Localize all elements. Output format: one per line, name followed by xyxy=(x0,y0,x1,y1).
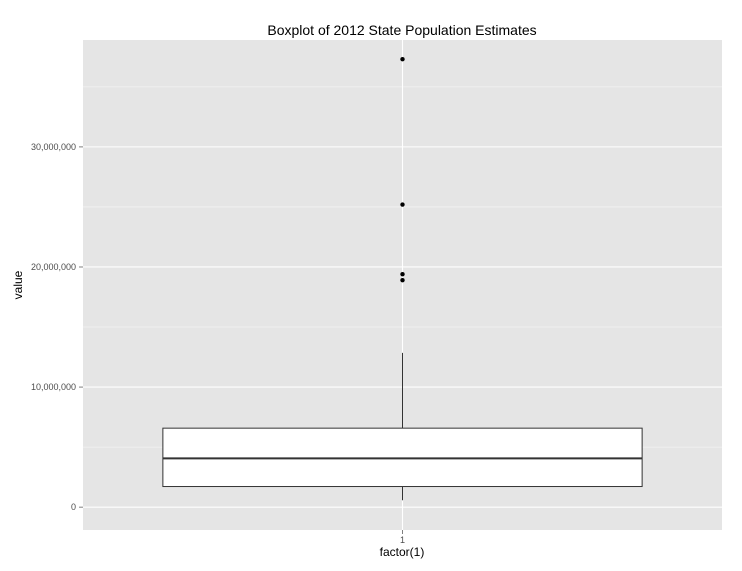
y-axis: 0 10,000,000 20,000,000 30,000,000 xyxy=(31,142,83,512)
y-tick-label: 10,000,000 xyxy=(31,382,76,392)
interquartile-box xyxy=(162,427,643,488)
outlier-point xyxy=(400,271,405,277)
y-axis-title: value xyxy=(11,270,25,299)
y-tick-label: 30,000,000 xyxy=(31,142,76,152)
x-tick-label: 1 xyxy=(400,535,405,545)
x-axis: 1 xyxy=(400,530,405,545)
y-tick-label: 0 xyxy=(71,502,76,512)
boxplot-series xyxy=(162,57,643,501)
chart-title: Boxplot of 2012 State Population Estimat… xyxy=(267,22,536,38)
x-axis-title: factor(1) xyxy=(380,545,425,559)
outlier-point xyxy=(400,277,405,283)
y-tick-label: 20,000,000 xyxy=(31,262,76,272)
outlier-point xyxy=(400,202,405,207)
outlier-point xyxy=(400,57,405,62)
